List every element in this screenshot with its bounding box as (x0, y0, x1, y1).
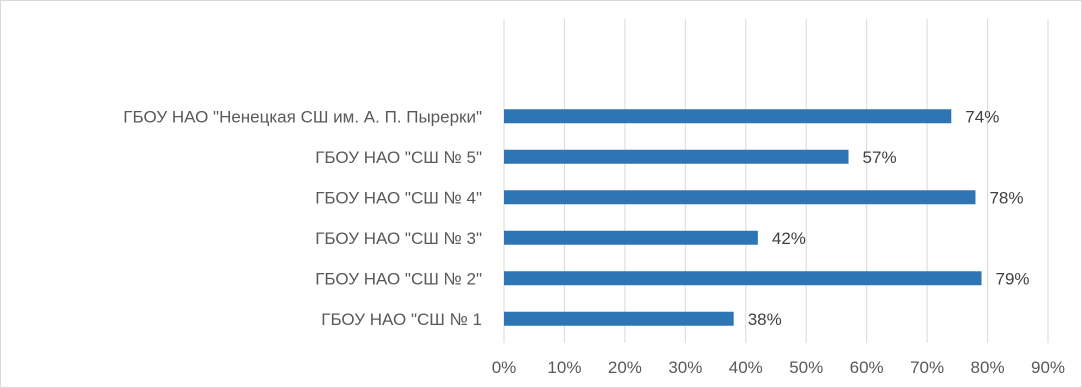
data-label: 42% (772, 229, 806, 248)
data-label: 38% (748, 310, 782, 329)
data-label: 79% (996, 269, 1030, 288)
category-label: ГБОУ НАО "СШ № 5" (315, 148, 482, 167)
category-label: ГБОУ НАО "СШ № 3" (315, 229, 482, 248)
category-label: ГБОУ НАО "СШ № 2" (315, 269, 482, 288)
bar (504, 271, 982, 286)
x-tick-label: 60% (850, 358, 884, 377)
category-label: ГБОУ НАО "СШ № 1 (321, 310, 482, 329)
bar (504, 311, 734, 326)
data-labels: 74% 57% 78% 42% 79% 38% (748, 107, 1030, 329)
x-tick-label: 10% (547, 358, 581, 377)
bar (504, 149, 849, 164)
category-labels: ГБОУ НАО "Ненецкая СШ им. А. П. Пырерки"… (123, 107, 482, 329)
bar (504, 230, 758, 245)
data-label: 74% (965, 107, 999, 126)
bar (504, 190, 976, 205)
x-tick-label: 40% (729, 358, 763, 377)
bars (504, 109, 982, 326)
x-tick-label: 20% (608, 358, 642, 377)
category-label: ГБОУ НАО "Ненецкая СШ им. А. П. Пырерки" (123, 107, 482, 126)
x-tick-label: 70% (910, 358, 944, 377)
x-tick-label: 90% (1031, 358, 1065, 377)
data-label: 78% (989, 188, 1023, 207)
x-tick-label: 80% (971, 358, 1005, 377)
grid-lines (503, 19, 1049, 343)
x-tick-label: 30% (668, 358, 702, 377)
data-label: 57% (863, 148, 897, 167)
x-tick-label: 50% (789, 358, 823, 377)
category-label: ГБОУ НАО "СШ № 4" (315, 188, 482, 207)
x-axis-ticks: 0% 10% 20% 30% 40% 50% 60% 70% 80% 90% (492, 358, 1065, 377)
bar (504, 109, 952, 124)
x-tick-label: 0% (492, 358, 517, 377)
